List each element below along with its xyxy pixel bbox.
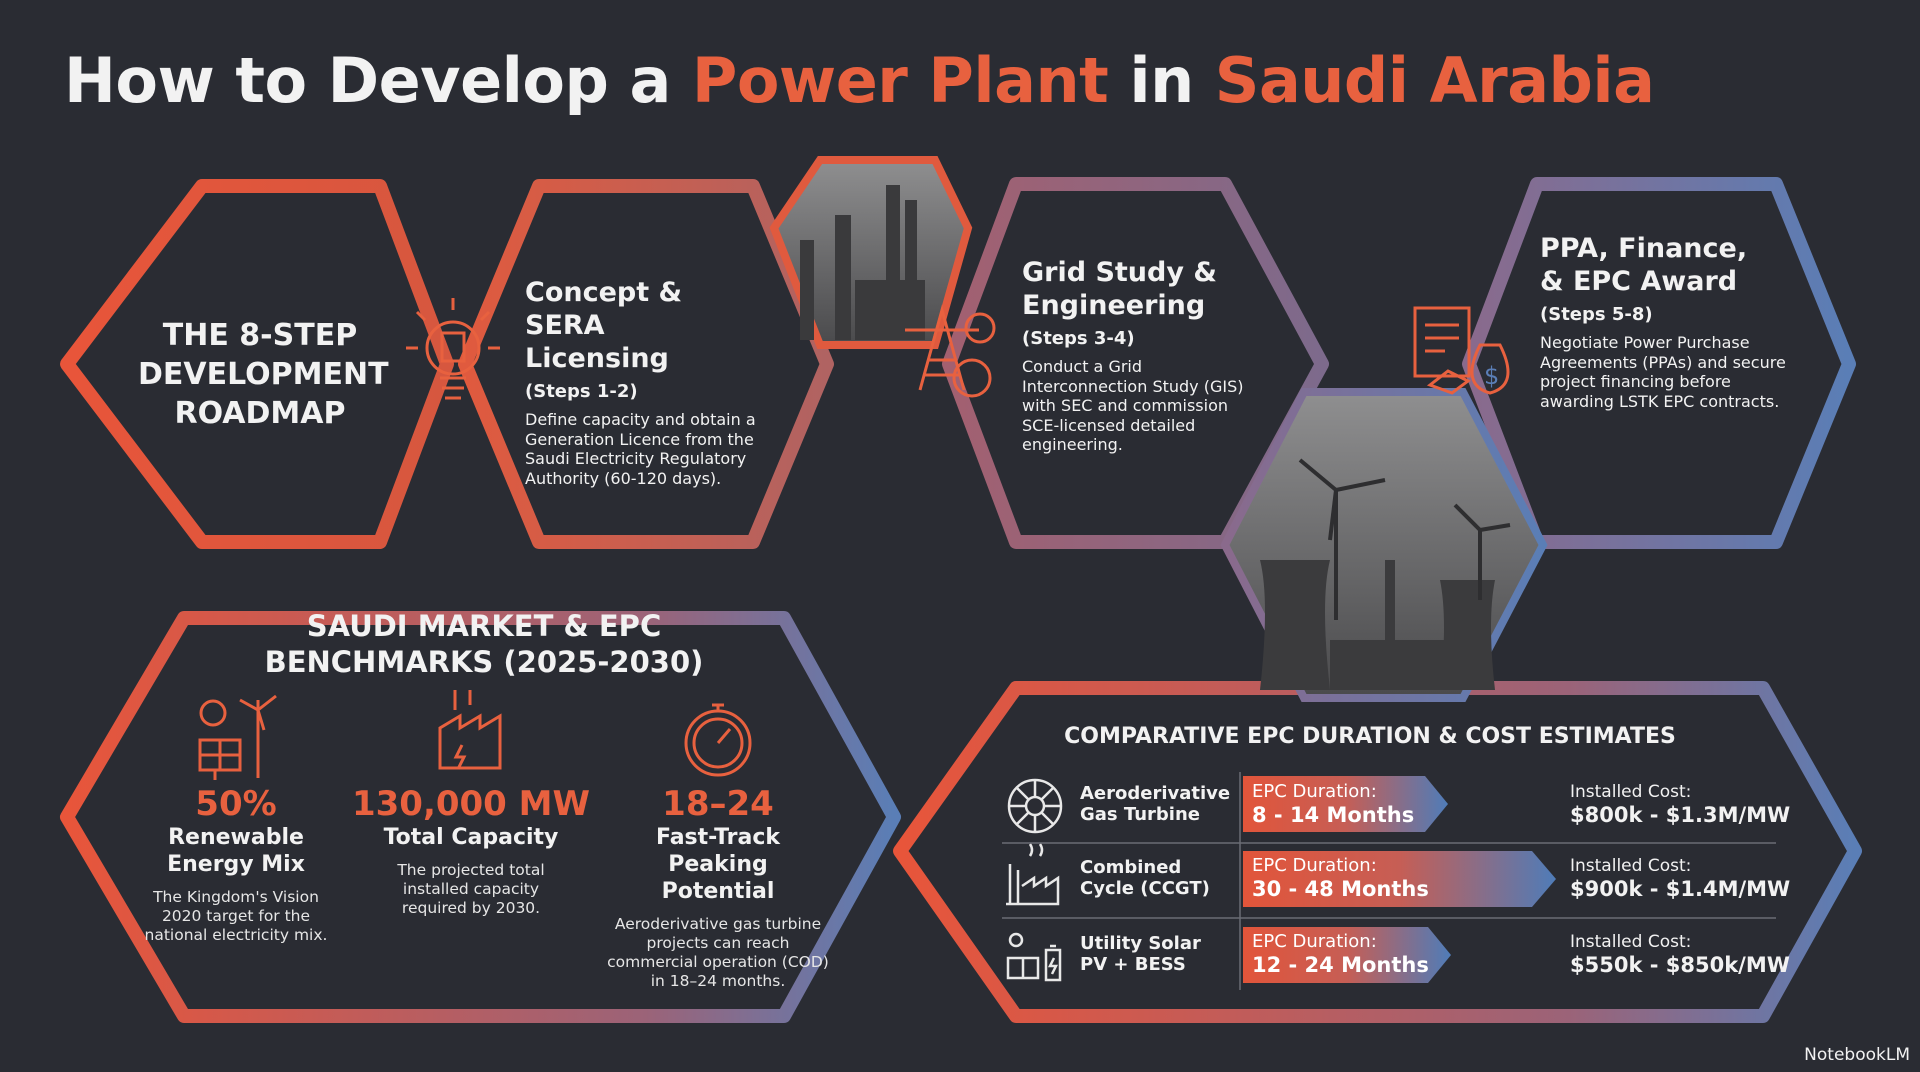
title-part: Saudi Arabia bbox=[1214, 44, 1655, 117]
shape-circle bbox=[692, 717, 744, 769]
shape-circle bbox=[199, 699, 227, 727]
hexagon bbox=[893, 681, 1862, 1023]
shape-polygon bbox=[1243, 776, 1448, 832]
shape-g bbox=[1260, 560, 1495, 690]
step-range: (Steps 5-8) bbox=[1540, 304, 1653, 325]
title-part: in bbox=[1108, 44, 1215, 117]
benchmark-label: Total Capacity bbox=[383, 825, 559, 850]
benchmark: 50% Renewable Energy Mix The Kingdom's V… bbox=[131, 784, 341, 945]
shape-path bbox=[440, 376, 466, 400]
benchmark-value: 130,000 MW bbox=[351, 784, 591, 824]
shape-rect bbox=[1330, 640, 1460, 690]
duration-label: EPC Duration: bbox=[1252, 781, 1377, 802]
step-title: PPA, Finance, & EPC Award bbox=[1540, 233, 1748, 297]
comparison-title: COMPARATIVE EPC DURATION & COST ESTIMATE… bbox=[1064, 724, 1676, 749]
benchmark-text: Aeroderivative gas turbine projects can … bbox=[607, 915, 829, 990]
duration: 8 - 14 Months bbox=[1252, 803, 1415, 827]
shape-path bbox=[453, 744, 467, 770]
step-text: Conduct a Grid Interconnection Study (GI… bbox=[1022, 357, 1244, 454]
cost: $900k - $1.4M/MW bbox=[1570, 877, 1791, 901]
shape-line bbox=[1453, 503, 1482, 532]
shape-text: $ bbox=[1484, 362, 1499, 390]
step-title: Concept & SERA Licensing bbox=[525, 277, 683, 374]
benchmark-value: 18–24 bbox=[662, 784, 774, 824]
step-card: Grid Study & Engineering (Steps 3-4) Con… bbox=[1022, 256, 1262, 455]
cost-label: Installed Cost: bbox=[1570, 856, 1692, 876]
title: How to Develop a Power Plant in Saudi Ar… bbox=[64, 44, 1655, 117]
shape-path bbox=[1006, 944, 1062, 982]
shape-rect bbox=[1413, 306, 1471, 378]
cost: $550k - $850k/MW bbox=[1570, 953, 1790, 977]
benchmarks-title: SAUDI MARKET & EPC BENCHMARKS (2025-2030… bbox=[264, 609, 704, 679]
benchmark-label: Fast-Track Peaking Potential bbox=[655, 825, 781, 904]
row-name: Combined Cycle (CCGT) bbox=[1080, 857, 1210, 899]
hexagon bbox=[60, 611, 901, 1023]
shape-path bbox=[198, 694, 277, 780]
shape-path bbox=[1006, 843, 1060, 906]
step-text: Define capacity and obtain a Generation … bbox=[525, 410, 756, 488]
title-part: How to Develop a bbox=[64, 44, 692, 117]
benchmark-label: Renewable Energy Mix bbox=[167, 825, 305, 877]
shape-path bbox=[905, 304, 979, 391]
hexagon bbox=[60, 179, 454, 549]
step-text: Negotiate Power Purchase Agreements (PPA… bbox=[1540, 333, 1786, 411]
shape-rect bbox=[835, 215, 851, 340]
shape-g bbox=[60, 177, 1862, 1023]
benchmark-value: 50% bbox=[195, 784, 277, 824]
benchmark: 130,000 MW Total Capacity The projected … bbox=[351, 784, 591, 918]
shape-path bbox=[438, 690, 502, 770]
shape-path bbox=[1008, 779, 1062, 833]
duration-bars bbox=[1243, 776, 1556, 983]
roadmap-title: THE 8-STEP DEVELOPMENT ROADMAP bbox=[138, 318, 389, 431]
shape-circle bbox=[425, 320, 481, 376]
industrial-image bbox=[769, 156, 973, 349]
table-lines bbox=[1002, 772, 1776, 990]
row-icons bbox=[1006, 778, 1063, 982]
row-name: Utility Solar PV + BESS bbox=[1080, 933, 1201, 975]
shape-path bbox=[712, 703, 732, 744]
shape-polygon bbox=[1243, 927, 1451, 983]
shape-rect bbox=[800, 240, 814, 340]
duration-label: EPC Duration: bbox=[1252, 931, 1377, 952]
benchmark: 18–24 Fast-Track Peaking Potential Aerod… bbox=[603, 784, 833, 991]
shape-path bbox=[1425, 323, 1459, 353]
duration: 12 - 24 Months bbox=[1252, 953, 1429, 977]
cost: $800k - $1.3M/MW bbox=[1570, 803, 1791, 827]
shape-path bbox=[1260, 560, 1330, 690]
duration: 30 - 48 Months bbox=[1252, 877, 1429, 901]
title-part: Power Plant bbox=[691, 44, 1109, 117]
step-range: (Steps 1-2) bbox=[525, 381, 638, 402]
row-name: Aeroderivative Gas Turbine bbox=[1080, 783, 1231, 825]
shape-path bbox=[1470, 343, 1510, 395]
hexagon bbox=[458, 179, 834, 549]
footer: NotebookLM bbox=[1804, 1045, 1910, 1065]
benchmark-text: The projected total installed capacity r… bbox=[397, 861, 545, 917]
step-card: PPA, Finance, & EPC Award (Steps 5-8) Ne… bbox=[1540, 232, 1800, 411]
step-range: (Steps 3-4) bbox=[1022, 328, 1135, 349]
shape-circle bbox=[952, 358, 992, 398]
shape-circle bbox=[1008, 932, 1024, 948]
shape-line bbox=[1298, 458, 1338, 492]
hexagon bbox=[942, 177, 1329, 549]
shape-rect bbox=[1385, 560, 1395, 690]
shape-path bbox=[1426, 369, 1471, 395]
step-title: Grid Study & Engineering bbox=[1022, 257, 1217, 321]
shape-line bbox=[1335, 478, 1386, 492]
duration-label: EPC Duration: bbox=[1252, 855, 1377, 876]
shape-circle bbox=[964, 312, 996, 344]
shape-g bbox=[1298, 458, 1511, 620]
shape-polygon bbox=[1243, 851, 1556, 907]
wind-image bbox=[1220, 388, 1548, 702]
shape-line bbox=[1328, 489, 1338, 541]
cost-label: Installed Cost: bbox=[1570, 782, 1692, 802]
shape-path bbox=[406, 298, 500, 350]
cost-label: Installed Cost: bbox=[1570, 932, 1692, 952]
shape-line bbox=[1479, 523, 1511, 532]
step-card: Concept & SERA Licensing (Steps 1-2) Def… bbox=[525, 276, 765, 488]
icons: $ bbox=[198, 298, 1510, 780]
benchmark-text: The Kingdom's Vision 2020 target for the… bbox=[144, 888, 328, 944]
shape-rect bbox=[440, 331, 466, 363]
